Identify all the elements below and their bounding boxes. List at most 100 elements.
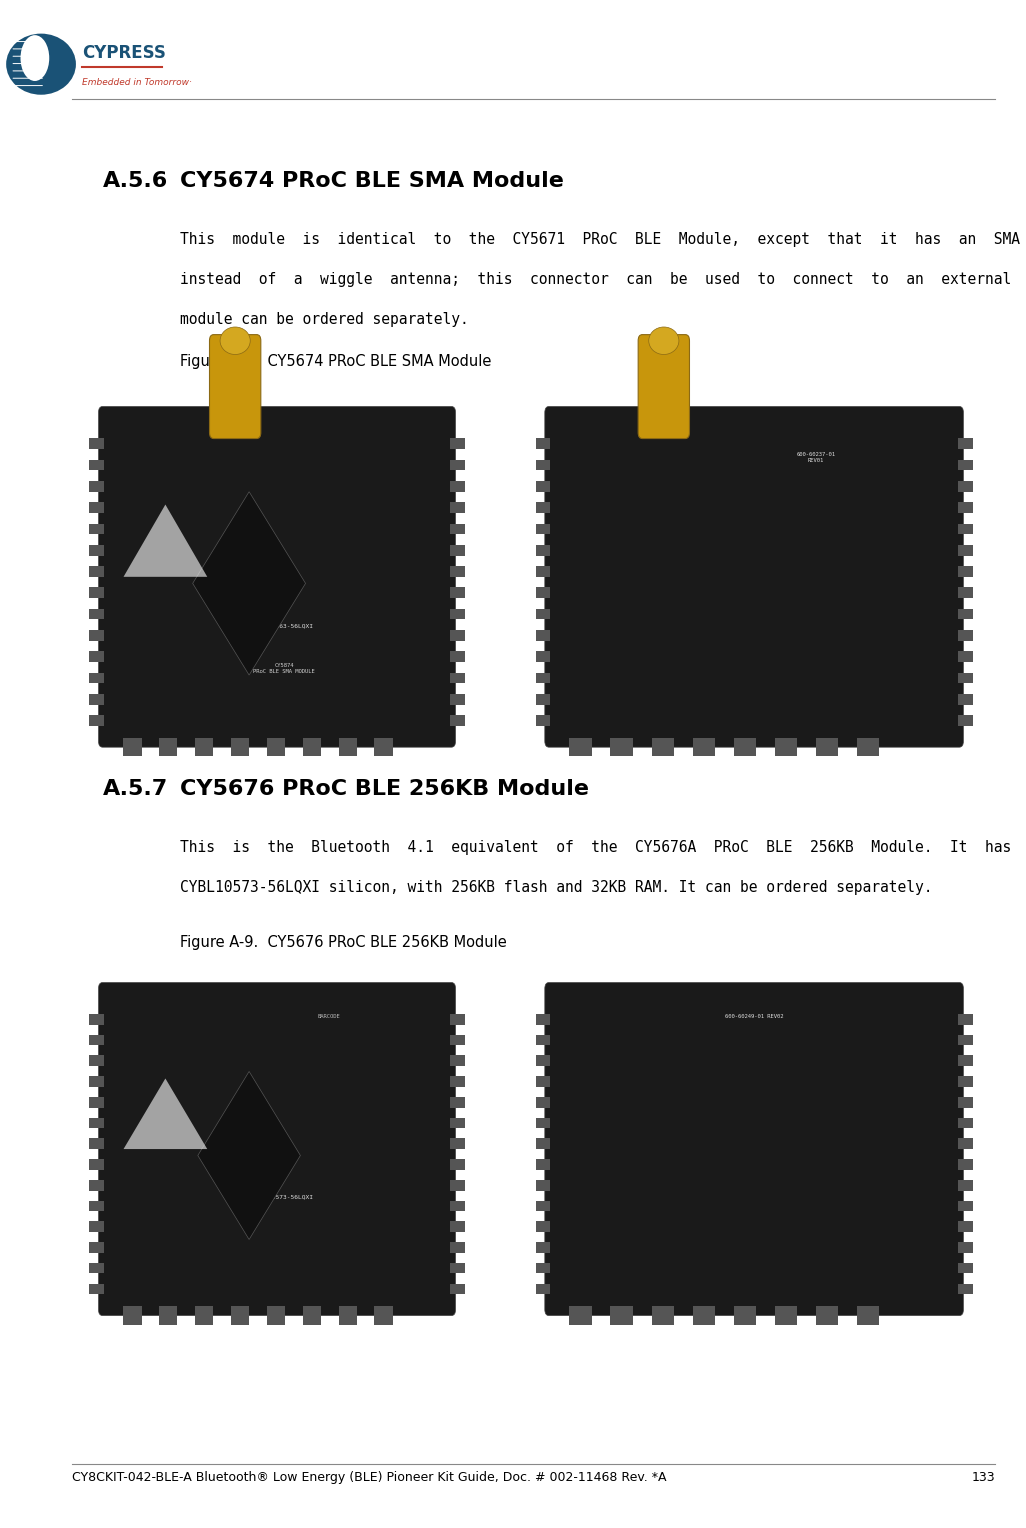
Bar	[536, 715, 550, 726]
Bar	[89, 1284, 104, 1294]
Bar	[89, 1180, 104, 1190]
Bar	[816, 738, 838, 756]
Polygon shape	[123, 504, 207, 576]
Bar	[958, 1180, 973, 1190]
Bar	[89, 694, 104, 704]
Bar	[536, 545, 550, 556]
Ellipse shape	[6, 34, 76, 95]
Bar	[857, 1306, 879, 1325]
Bar	[536, 439, 550, 449]
Text: CYBL10573-56LQXI: CYBL10573-56LQXI	[254, 1195, 314, 1199]
Text: instead  of  a  wiggle  antenna;  this  connector  can  be  used  to  connect  t: instead of a wiggle antenna; this connec…	[180, 272, 1026, 287]
Bar	[536, 608, 550, 619]
Bar	[450, 524, 465, 535]
Bar	[958, 545, 973, 556]
Bar	[450, 1242, 465, 1253]
Bar	[195, 738, 213, 756]
Bar	[89, 608, 104, 619]
Text: This  module  is  identical  to  the  CY5671  PRoC  BLE  Module,  except  that  : This module is identical to the CY5671 P…	[180, 232, 1026, 248]
Bar	[303, 738, 321, 756]
Bar	[536, 1117, 550, 1128]
Bar	[450, 1284, 465, 1294]
Bar	[536, 1034, 550, 1045]
Text: CYBL10573-56LQXI silicon, with 256KB flash and 32KB RAM. It can be ordered separ: CYBL10573-56LQXI silicon, with 256KB fla…	[180, 880, 932, 895]
Bar	[450, 1262, 465, 1273]
Text: CYPRESS: CYPRESS	[82, 44, 166, 63]
Bar	[89, 1076, 104, 1086]
Text: Figure A-8.  CY5674 PRoC BLE SMA Module: Figure A-8. CY5674 PRoC BLE SMA Module	[180, 354, 490, 370]
Bar	[536, 503, 550, 513]
Bar	[536, 460, 550, 471]
Bar	[231, 738, 249, 756]
Bar	[610, 1306, 633, 1325]
Bar	[958, 608, 973, 619]
Bar	[958, 481, 973, 492]
Bar	[89, 460, 104, 471]
Bar	[958, 715, 973, 726]
Bar	[569, 738, 592, 756]
Bar	[450, 1201, 465, 1212]
Bar	[816, 1306, 838, 1325]
FancyBboxPatch shape	[638, 335, 689, 439]
Bar	[536, 651, 550, 662]
Bar	[958, 1097, 973, 1108]
Bar	[958, 630, 973, 640]
Bar	[450, 1138, 465, 1149]
Bar	[159, 738, 177, 756]
Bar	[536, 1015, 550, 1025]
Bar	[958, 1076, 973, 1086]
Text: CY8CKIT-042-BLE-A Bluetooth® Low Energy (BLE) Pioneer Kit Guide, Doc. # 002-1146: CY8CKIT-042-BLE-A Bluetooth® Low Energy …	[72, 1471, 666, 1485]
Text: This  is  the  Bluetooth  4.1  equivalent  of  the  CY5676A  PRoC  BLE  256KB  M: This is the Bluetooth 4.1 equivalent of …	[180, 840, 1026, 856]
Bar	[450, 1221, 465, 1232]
Bar	[958, 694, 973, 704]
Text: 600-60237-01
REV01: 600-60237-01 REV01	[796, 452, 835, 463]
Bar	[536, 1076, 550, 1086]
Bar	[536, 1138, 550, 1149]
Text: Embedded in Tomorrow·: Embedded in Tomorrow·	[82, 78, 192, 87]
Bar	[89, 1201, 104, 1212]
Bar	[123, 738, 142, 756]
Bar	[450, 481, 465, 492]
Bar	[450, 587, 465, 597]
Bar	[89, 1160, 104, 1170]
Bar	[857, 738, 879, 756]
FancyBboxPatch shape	[545, 983, 963, 1316]
FancyBboxPatch shape	[545, 406, 963, 747]
Bar	[775, 1306, 797, 1325]
Text: CY5874
PRoC BLE SMA MODULE: CY5874 PRoC BLE SMA MODULE	[253, 663, 315, 674]
Bar	[958, 1160, 973, 1170]
Bar	[958, 587, 973, 597]
Bar	[536, 1056, 550, 1067]
Bar	[536, 630, 550, 640]
Bar	[693, 1306, 715, 1325]
Bar	[450, 565, 465, 576]
Bar	[89, 1262, 104, 1273]
Bar	[734, 738, 756, 756]
Bar	[775, 738, 797, 756]
Bar	[450, 545, 465, 556]
Bar	[958, 1262, 973, 1273]
Bar	[89, 1034, 104, 1045]
Bar	[374, 1306, 393, 1325]
Bar	[450, 1015, 465, 1025]
Bar	[569, 1306, 592, 1325]
Bar	[958, 1201, 973, 1212]
Ellipse shape	[648, 327, 679, 354]
FancyBboxPatch shape	[98, 983, 456, 1316]
Bar	[536, 694, 550, 704]
Bar	[89, 545, 104, 556]
Bar	[450, 1034, 465, 1045]
Bar	[374, 738, 393, 756]
Polygon shape	[198, 1071, 301, 1239]
Bar	[958, 439, 973, 449]
Bar	[89, 1221, 104, 1232]
Bar	[159, 1306, 177, 1325]
Bar	[450, 1097, 465, 1108]
Bar	[450, 1056, 465, 1067]
Bar	[958, 1284, 973, 1294]
Bar	[958, 1242, 973, 1253]
Text: CY5674 PRoC BLE SMA Module: CY5674 PRoC BLE SMA Module	[180, 171, 563, 191]
Bar	[536, 1201, 550, 1212]
Bar	[958, 460, 973, 471]
Bar	[89, 672, 104, 683]
